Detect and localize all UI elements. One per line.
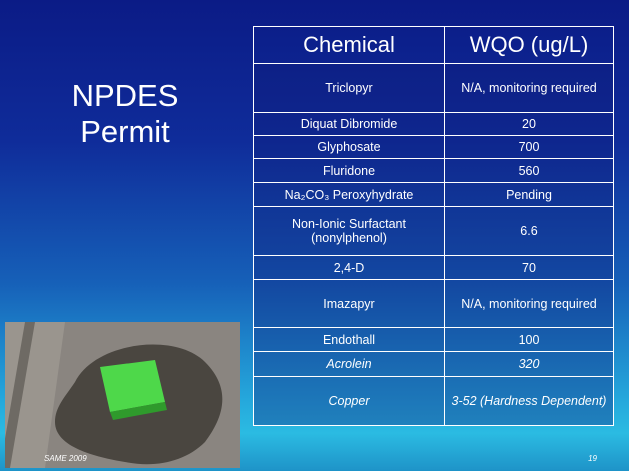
header-cell: Chemical: [253, 26, 445, 64]
wqo-cell: 700: [444, 135, 614, 159]
chemical-cell: Copper: [253, 376, 445, 426]
chemical-cell: Endothall: [253, 327, 445, 352]
slide-title: NPDES Permit: [71, 78, 179, 149]
table-row: Diquat Dibromide 20: [253, 112, 614, 136]
wqo-cell: 100: [444, 327, 614, 352]
wqo-cell: N/A, monitoring required: [444, 63, 614, 113]
chemical-cell: Triclopyr: [253, 63, 445, 113]
table-row: Fluridone 560: [253, 158, 614, 183]
chemical-cell: Fluridone: [253, 158, 445, 183]
chemical-cell: 2,4-D: [253, 255, 445, 280]
table-row: Triclopyr N/A, monitoring required: [253, 63, 614, 113]
chemical-cell: Glyphosate: [253, 135, 445, 159]
wqo-cell: 3-52 (Hardness Dependent): [444, 376, 614, 426]
chemical-table: Chemical WQO (ug/L) Triclopyr N/A, monitor…: [253, 26, 614, 426]
chemical-cell: Imazapyr: [253, 279, 445, 328]
wqo-cell: 560: [444, 158, 614, 183]
table-row: Endothall 100: [253, 327, 614, 352]
chemical-cell: Na₂CO₃ Peroxyhydrate: [253, 182, 445, 207]
chemical-cell: Acrolein: [253, 351, 445, 377]
header-row: Chemical WQO (ug/L): [253, 26, 614, 64]
table-row: Glyphosate 700: [253, 135, 614, 159]
chemical-cell: Non-Ionic Surfactant (nonylphenol): [253, 206, 445, 256]
wqo-cell: 6.6: [444, 206, 614, 256]
wqo-cell: N/A, monitoring required: [444, 279, 614, 328]
wqo-cell: 320: [444, 351, 614, 377]
chemical-cell: Diquat Dibromide: [253, 112, 445, 136]
footer-left: SAME 2009: [44, 454, 87, 463]
header-cell: WQO (ug/L): [444, 26, 614, 64]
table-row: Non-Ionic Surfactant (nonylphenol) 6.6: [253, 206, 614, 256]
wqo-cell: Pending: [444, 182, 614, 207]
wqo-cell: 20: [444, 112, 614, 136]
page-number: 19: [588, 454, 597, 463]
table-row: 2,4-D 70: [253, 255, 614, 280]
photo: [5, 322, 240, 468]
table-row: Copper 3-52 (Hardness Dependent): [253, 376, 614, 426]
wqo-cell: 70: [444, 255, 614, 280]
table-row: Acrolein 320: [253, 351, 614, 377]
table-row: Imazapyr N/A, monitoring required: [253, 279, 614, 328]
table-row: Na₂CO₃ Peroxyhydrate Pending: [253, 182, 614, 207]
